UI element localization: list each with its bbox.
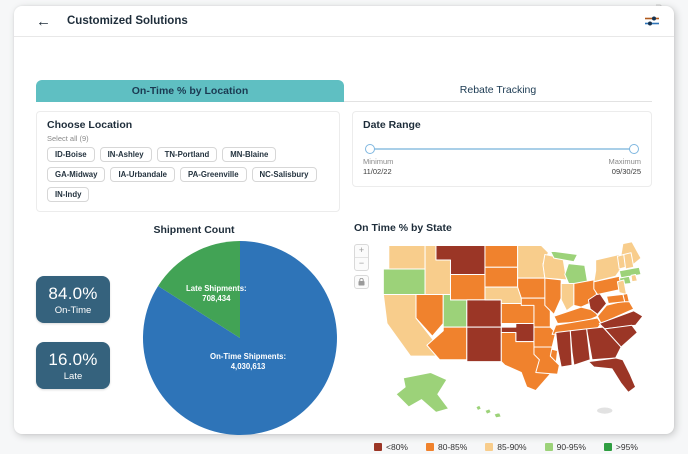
location-chip[interactable]: IN-Indy [47,187,90,202]
location-chip[interactable]: IA-Urbandale [110,167,175,182]
state-NM[interactable] [466,326,502,363]
slider-track[interactable] [369,148,635,150]
legend-swatch [485,443,494,451]
late-stat-value: 16.0% [48,350,98,369]
tab-bar: On-Time % by Location Rebate Tracking [36,79,652,102]
state-SD[interactable] [484,266,519,288]
date-range-slider[interactable] [365,143,639,155]
state-RI[interactable] [630,273,638,283]
us-choropleth-map[interactable] [368,240,660,426]
legend-swatch [603,443,612,451]
choose-location-panel: Choose Location Select all (9) ID-Boise I… [36,111,340,212]
state-WA[interactable] [388,244,426,270]
state-PA[interactable] [593,275,624,295]
state-NV[interactable] [415,293,444,337]
state-AR[interactable] [533,326,557,348]
map-title: On Time % by State [354,222,452,234]
legend-item: >95% [603,442,638,452]
state-HI[interactable] [493,411,502,419]
on-time-by-state-section: On Time % by State + − [352,222,652,454]
slider-max-caption: Maximum 09/30/25 [608,157,641,177]
legend-swatch [425,443,434,451]
shipment-count-section: Shipment Count 84.0% On-Time 16.0% Late … [36,222,352,454]
pie-slice-late[interactable] [158,241,240,338]
late-stat-box: 16.0% Late [36,342,110,389]
location-chip[interactable]: MN-Blaine [222,147,277,162]
state-NH[interactable] [623,252,635,270]
state-VA[interactable] [596,299,635,324]
late-stat-label: Late [63,371,83,382]
map-zoom-out-button[interactable]: − [358,258,365,268]
state-HI[interactable] [475,404,482,412]
map-zoom-in-button[interactable]: + [355,245,368,258]
state-MI[interactable] [549,250,579,263]
state-OR[interactable] [382,268,426,295]
on-time-stat-value: 84.0% [48,284,98,303]
pie-slice-on-time[interactable] [142,241,337,435]
select-all-link[interactable]: Select all (9) [47,134,89,143]
slider-max-value: 09/30/25 [611,167,641,177]
pie-chart: Late Shipments: 708,434 On-Time Shipment… [140,238,340,438]
state-GA[interactable] [586,326,622,361]
header: ← Customized Solutions [14,6,674,37]
state-LA[interactable] [533,346,560,375]
location-chip[interactable]: TN-Portland [156,147,218,162]
state-ND[interactable] [484,244,519,268]
date-range-title: Date Range [363,119,421,131]
legend-item: <80% [374,442,408,452]
location-chip[interactable]: PA-Greenville [179,167,247,182]
tab-on-time-by-location[interactable]: On-Time % by Location [36,80,344,102]
state-IN[interactable] [560,283,575,312]
map-lock-button[interactable] [354,275,369,289]
state-HI[interactable] [484,408,492,415]
tab-rebate-tracking[interactable]: Rebate Tracking [459,84,537,96]
legend-swatch [544,443,553,451]
choose-location-title: Choose Location [47,119,133,131]
state-AL[interactable] [569,328,591,366]
location-chip[interactable]: IN-Ashley [99,147,152,162]
slider-min-value: 11/02/22 [363,167,392,177]
filter-sliders-icon[interactable] [644,14,660,28]
pie-chart-title: Shipment Count [153,224,235,236]
on-time-stat-box: 84.0% On-Time [36,276,110,323]
legend-item: 85-90% [485,442,527,452]
slider-handle-max[interactable] [629,144,639,154]
legend-item: 80-85% [425,442,467,452]
slider-handle-min[interactable] [365,144,375,154]
map-legend: <80% 80-85% 85-90% 90-95% >95% [374,442,638,452]
legend-swatch [374,443,382,451]
on-time-stat-label: On-Time [54,305,92,316]
state-NY[interactable] [593,254,626,283]
state-CO[interactable] [466,299,502,328]
location-chip-list: ID-Boise IN-Ashley TN-Portland MN-Blaine GA-… [47,147,329,202]
state-PR[interactable] [596,406,614,415]
state-MA[interactable] [618,266,642,279]
state-IL[interactable] [544,277,562,315]
page-title: Customized Solutions [67,15,188,27]
state-MS[interactable] [555,330,573,368]
location-chip[interactable]: NC-Salisbury [251,167,317,182]
location-chip[interactable]: ID-Boise [47,147,95,162]
slider-min-caption: Minimum 11/02/22 [363,157,394,177]
state-WY[interactable] [449,273,486,301]
state-KS[interactable] [500,303,535,324]
date-range-panel: Date Range Minimum 11/02/22 Maximum 09/3… [352,111,652,188]
state-FL[interactable] [587,357,637,393]
dashboard-card: ← Customized Solutions On-Time % by Loca… [14,6,674,452]
padlock-icon [358,278,365,286]
back-arrow-icon[interactable]: ← [36,12,51,30]
state-AK[interactable] [395,371,450,413]
legend-item: 90-95% [544,442,586,452]
location-chip[interactable]: GA-Midway [47,167,106,182]
state-MD[interactable] [606,293,626,305]
